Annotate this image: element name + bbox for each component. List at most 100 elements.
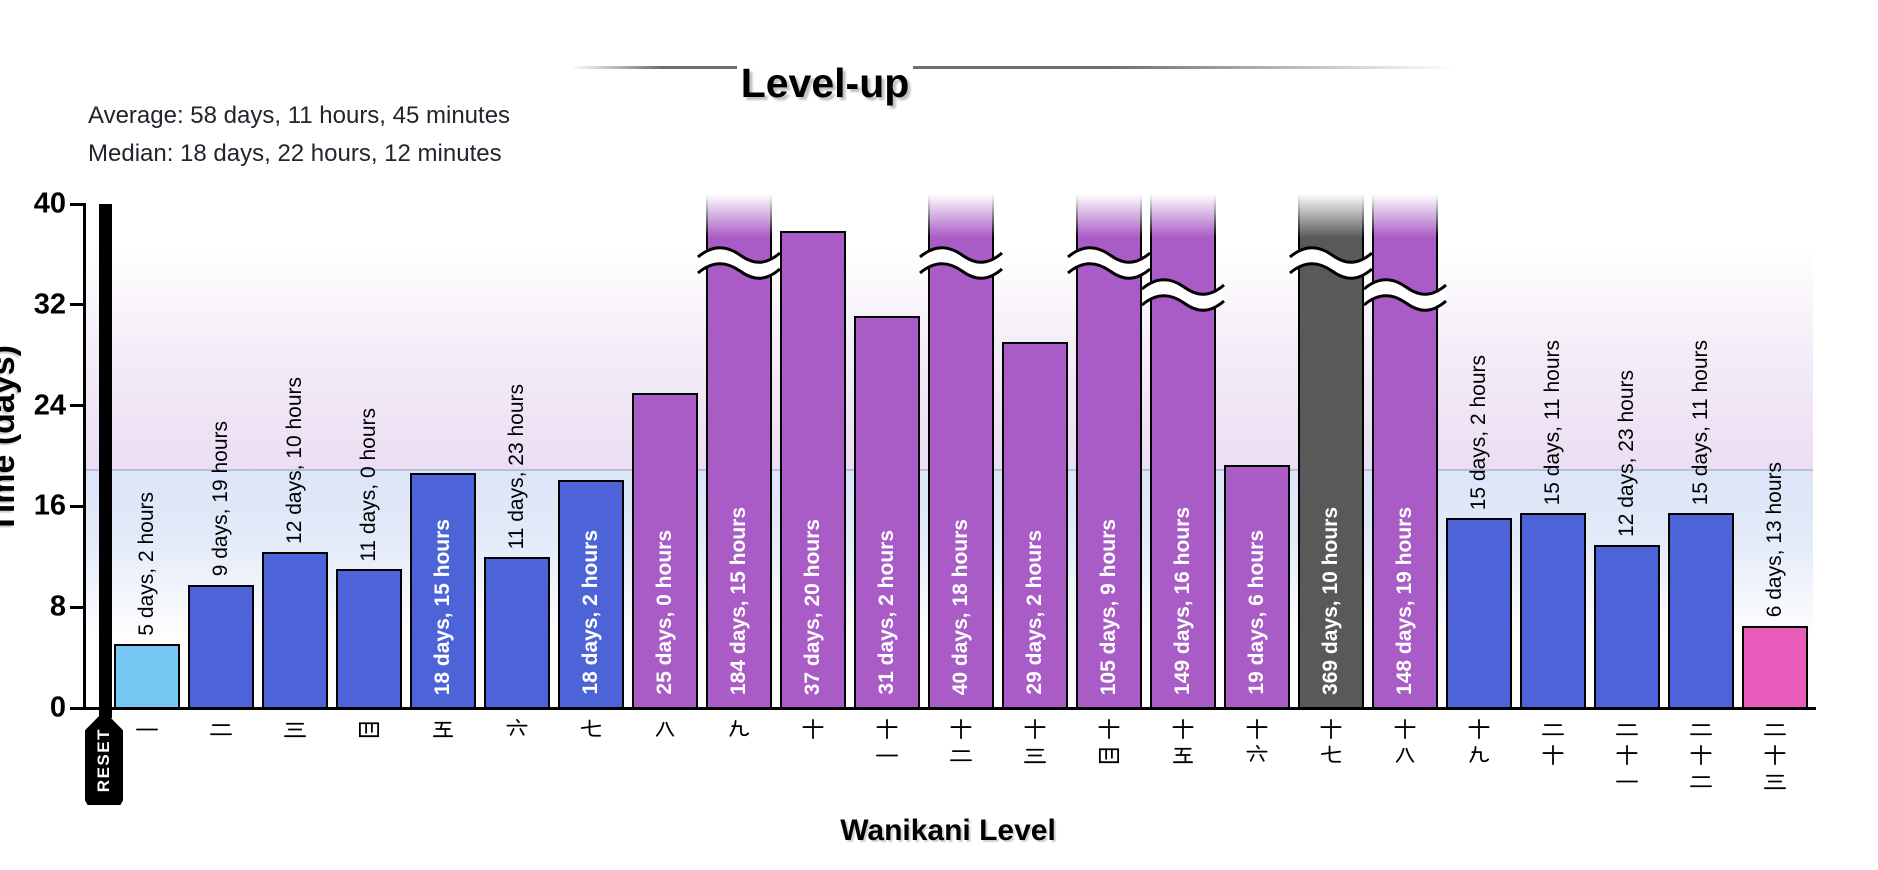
kanji-glyph-十 — [1764, 744, 1786, 766]
value-label-level-14: 105 days, 9 hours — [1096, 518, 1120, 695]
value-label-level-5: 18 days, 15 hours — [430, 518, 454, 695]
x-tick-label-level-16 — [1245, 717, 1269, 767]
bar-level-9[interactable] — [705, 193, 772, 709]
bar-level-4[interactable] — [335, 569, 402, 709]
y-tick-24 — [70, 404, 84, 408]
kanji-glyph-七 — [1320, 745, 1341, 763]
bar-level-23[interactable] — [1742, 625, 1809, 709]
kanji-glyph-十 — [1616, 744, 1638, 766]
kanji-glyph-一 — [135, 728, 158, 731]
kanji-glyph-一 — [1616, 780, 1639, 783]
kanji-glyph-四 — [1098, 748, 1119, 764]
reset-marker-label: RESET — [94, 728, 113, 793]
x-axis-line — [83, 707, 1816, 710]
value-label-level-20: 15 days, 11 hours — [1541, 339, 1565, 506]
x-tick-label-level-23 — [1763, 717, 1787, 793]
x-tick-label-level-1 — [135, 717, 159, 741]
kanji-glyph-三 — [1764, 774, 1787, 790]
value-label-level-11: 31 days, 2 hours — [874, 530, 898, 695]
kanji-glyph-一 — [875, 754, 898, 757]
value-label-level-17: 369 days, 10 hours — [1318, 507, 1342, 695]
y-tick-label-0: 0 — [49, 691, 66, 724]
x-tick-label-level-19 — [1467, 717, 1491, 767]
x-tick-label-level-5 — [431, 717, 455, 741]
kanji-glyph-八 — [1395, 747, 1415, 763]
kanji-glyph-十 — [1246, 718, 1268, 740]
value-label-level-1: 5 days, 2 hours — [134, 492, 158, 636]
kanji-glyph-十 — [1320, 718, 1342, 740]
x-tick-label-level-4 — [357, 717, 381, 741]
y-tick-40 — [70, 202, 84, 206]
kanji-glyph-二 — [1542, 724, 1565, 736]
bar-level-7[interactable] — [557, 480, 624, 709]
kanji-glyph-十 — [1098, 718, 1120, 740]
bar-level-2[interactable] — [187, 584, 254, 709]
value-label-level-18: 148 days, 19 hours — [1393, 507, 1416, 695]
x-tick-label-level-7 — [579, 717, 603, 741]
bar-level-13[interactable] — [1001, 341, 1068, 709]
break-squiggle-level-14 — [1066, 242, 1151, 284]
break-squiggle-level-15 — [1140, 274, 1225, 316]
y-tick-label-32: 32 — [33, 288, 66, 321]
value-label-level-23: 6 days, 13 hours — [1763, 462, 1787, 618]
kanji-glyph-六 — [1246, 744, 1268, 762]
kanji-glyph-十 — [1172, 718, 1194, 740]
value-label-level-22: 15 days, 11 hours — [1689, 339, 1713, 506]
bar-level-21[interactable] — [1594, 544, 1661, 709]
bar-level-14[interactable] — [1075, 193, 1142, 709]
x-tick-label-level-18 — [1393, 717, 1417, 767]
x-tick-label-level-3 — [283, 717, 307, 741]
bar-level-11[interactable] — [853, 316, 920, 709]
kanji-glyph-十 — [1690, 744, 1712, 766]
title-rule-left — [571, 66, 737, 69]
bar-level-3[interactable] — [261, 551, 328, 709]
bar-level-6[interactable] — [483, 557, 550, 709]
y-axis-spine — [83, 203, 86, 710]
bar-top-fade-level-18 — [1369, 192, 1441, 238]
value-label-level-12: 40 days, 18 hours — [948, 518, 972, 695]
kanji-glyph-三 — [283, 722, 306, 738]
bar-top-fade-level-12 — [924, 192, 997, 238]
bar-level-17[interactable] — [1297, 193, 1364, 709]
kanji-glyph-九 — [1469, 745, 1490, 763]
value-label-level-13: 29 days, 2 hours — [1022, 530, 1046, 695]
kanji-glyph-十 — [1542, 744, 1564, 766]
bar-top-fade-level-9 — [702, 192, 775, 238]
kanji-glyph-二 — [1690, 724, 1713, 736]
reset-marker-line — [99, 204, 112, 718]
x-tick-label-level-8 — [653, 717, 677, 741]
bar-level-1[interactable] — [113, 643, 180, 709]
kanji-glyph-六 — [506, 718, 528, 736]
y-tick-label-8: 8 — [49, 590, 66, 623]
value-label-level-7: 18 days, 2 hours — [578, 530, 602, 695]
kanji-glyph-二 — [209, 724, 232, 736]
value-label-level-6: 11 days, 23 hours — [504, 383, 528, 550]
value-label-level-4: 11 days, 0 hours — [356, 407, 380, 562]
bar-level-8[interactable] — [631, 393, 698, 709]
kanji-glyph-十 — [1394, 718, 1416, 740]
x-tick-label-level-15 — [1171, 717, 1195, 767]
chart-title: Level-up — [740, 60, 910, 107]
x-tick-label-level-9 — [727, 717, 751, 741]
kanji-glyph-十 — [802, 718, 824, 740]
bar-level-22[interactable] — [1668, 513, 1735, 709]
x-tick-label-level-20 — [1541, 717, 1565, 767]
kanji-glyph-二 — [1690, 776, 1713, 788]
kanji-glyph-三 — [1023, 748, 1046, 764]
x-tick-label-level-10 — [801, 717, 825, 741]
reset-marker-flag[interactable]: RESET — [85, 716, 123, 805]
kanji-glyph-四 — [358, 722, 379, 738]
break-squiggle-level-17 — [1288, 242, 1373, 284]
bar-top-fade-level-17 — [1294, 192, 1367, 238]
bar-level-19[interactable] — [1446, 517, 1513, 709]
y-tick-8 — [70, 605, 84, 609]
bar-level-20[interactable] — [1520, 513, 1587, 709]
y-tick-label-16: 16 — [33, 489, 66, 522]
x-tick-label-level-6 — [505, 717, 529, 741]
bar-level-10[interactable] — [779, 231, 846, 709]
kanji-glyph-二 — [1764, 724, 1787, 736]
x-tick-label-level-11 — [875, 717, 899, 767]
kanji-glyph-二 — [1616, 724, 1639, 736]
kanji-glyph-七 — [580, 719, 601, 737]
